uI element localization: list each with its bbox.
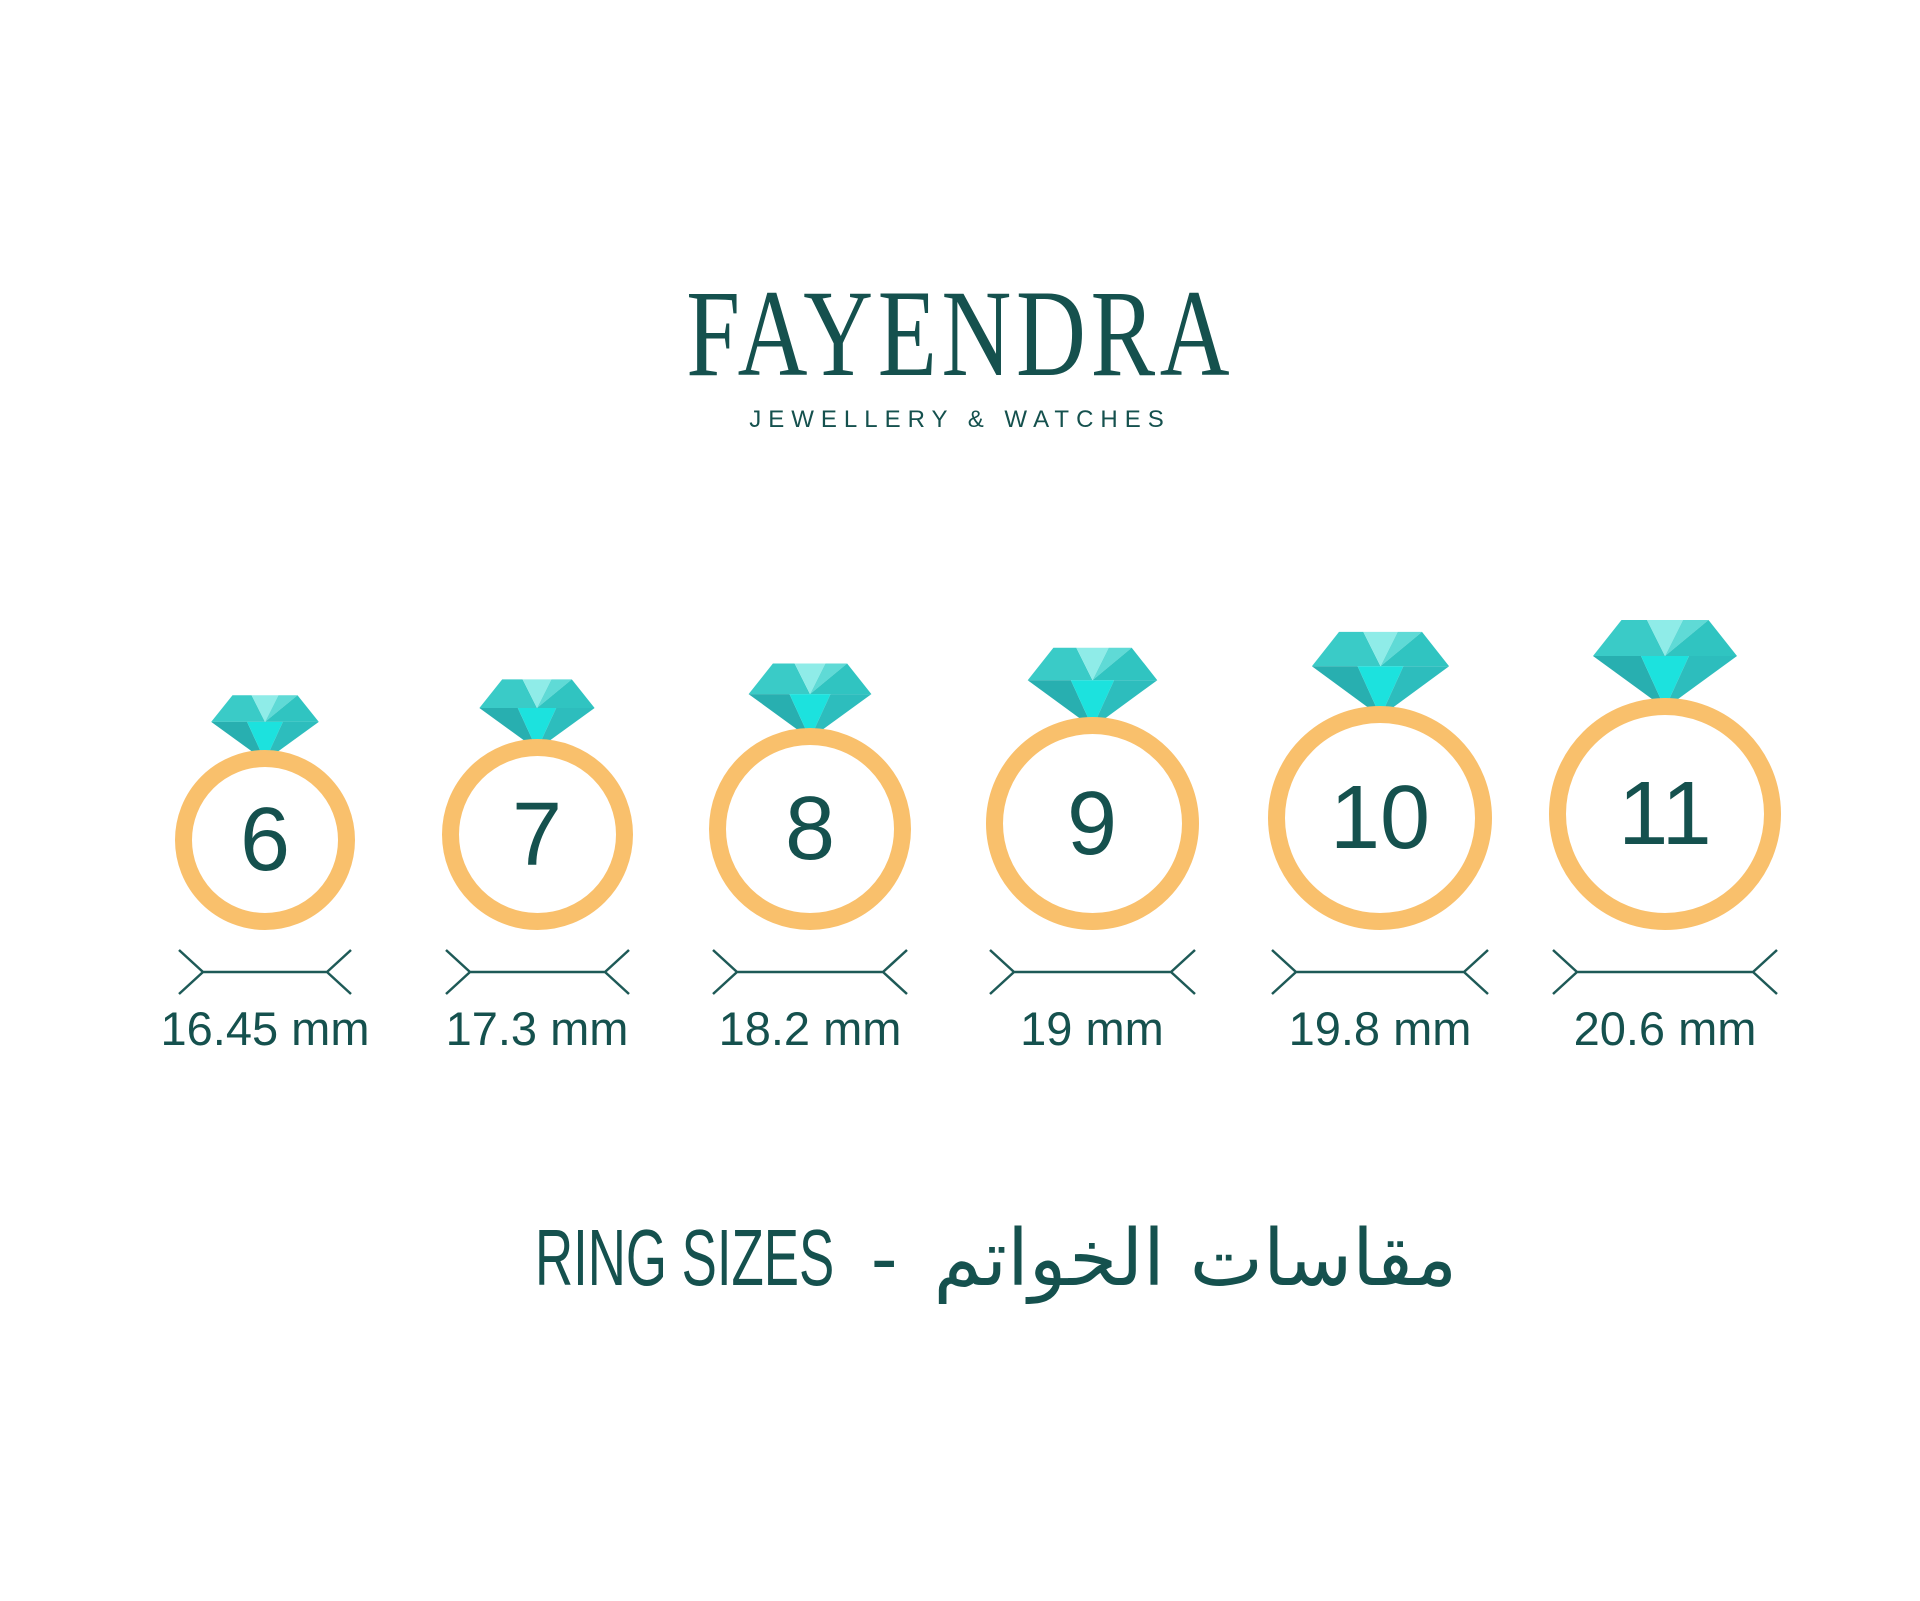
diamond-icon (1593, 620, 1737, 709)
ring-size-number: 10 (1329, 768, 1431, 868)
brand-logo-text: FAYENDRA (685, 265, 1234, 402)
diamond-icon (211, 695, 319, 761)
diameter-label: 20.6 mm (1573, 1002, 1757, 1055)
ring-size-number: 6 (239, 790, 291, 890)
ring-size-number: 11 (1618, 764, 1712, 864)
ring-size-number: 8 (784, 779, 836, 879)
diameter-label: 17.3 mm (445, 1002, 629, 1055)
diamond-icon (1311, 631, 1449, 717)
ring-band (1549, 698, 1781, 930)
dimension-line (444, 949, 630, 995)
page-title-english: RING SIZES (534, 1213, 835, 1302)
diameter-label: 16.45 mm (160, 1002, 370, 1055)
ring-band (441, 739, 633, 930)
dimension-line (712, 949, 908, 995)
brand-tagline: JEWELLERY & WATCHES (749, 406, 1171, 433)
dimension-line (1271, 949, 1489, 995)
brand-header: FAYENDRA JEWELLERY & WATCHES (0, 272, 1920, 434)
ring-size-number: 7 (511, 784, 563, 885)
diameter-label: 19.8 mm (1288, 1002, 1472, 1055)
ring-band (175, 750, 355, 930)
diamond-icon (1027, 647, 1157, 728)
ring-band (1268, 706, 1492, 930)
ring-band (985, 717, 1199, 930)
diamond-icon (479, 679, 595, 750)
diameter-label: 18.2 mm (718, 1002, 902, 1055)
diamond-icon (748, 663, 872, 739)
dimension-line (178, 949, 352, 995)
ring-size-number: 9 (1066, 773, 1118, 874)
page-title: RING SIZES - مقاسات الخواتم (36, 1213, 1920, 1304)
page-title-arabic: مقاسات الخواتم (933, 1214, 1458, 1304)
dimension-line (988, 949, 1196, 995)
dimension-line (1552, 949, 1778, 995)
title-separator-dash: - (870, 1213, 898, 1302)
brand-logo: FAYENDRA (0, 272, 1920, 396)
ring-band (709, 728, 911, 930)
diameter-label: 19 mm (1020, 1002, 1164, 1055)
